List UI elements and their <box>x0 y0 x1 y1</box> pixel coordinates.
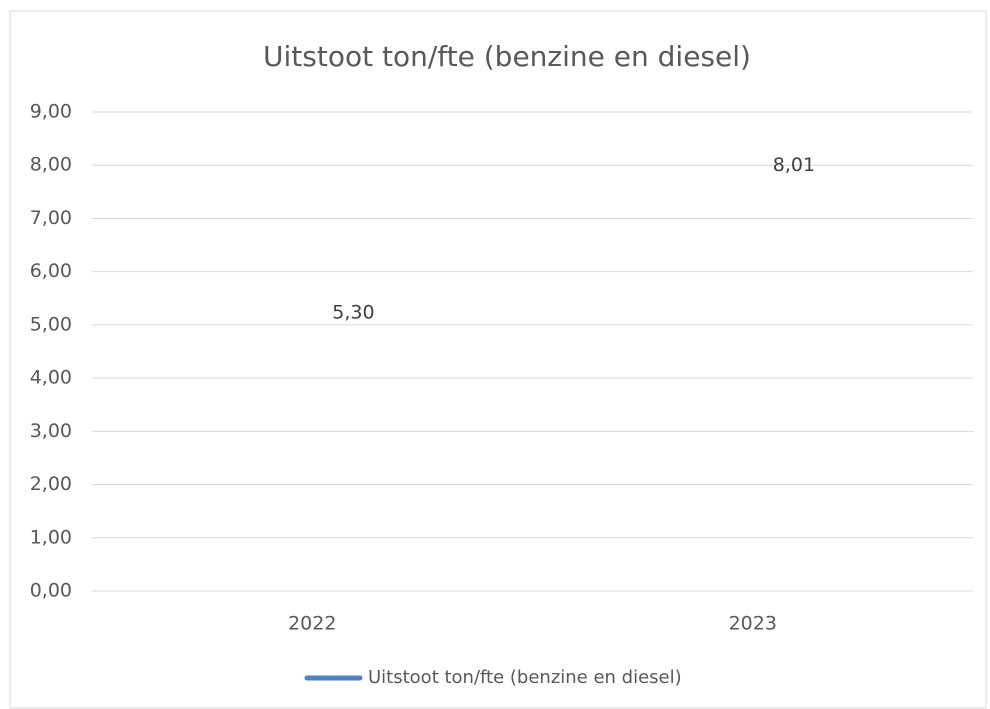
y-tick-label: 4,00 <box>30 367 72 389</box>
data-label: 5,30 <box>332 301 374 323</box>
legend-label: Uitstoot ton/fte (benzine en diesel) <box>368 667 682 688</box>
y-tick-label: 8,00 <box>30 154 72 176</box>
y-tick-label: 3,00 <box>30 420 72 442</box>
y-tick-label: 6,00 <box>30 260 72 282</box>
y-tick-label: 5,00 <box>30 313 72 335</box>
y-tick-label: 2,00 <box>30 473 72 495</box>
y-tick-label: 1,00 <box>30 526 72 548</box>
chart-title: Uitstoot ton/fte (benzine en diesel) <box>263 40 751 73</box>
y-tick-label: 7,00 <box>30 207 72 229</box>
y-tick-label: 0,00 <box>30 580 72 602</box>
chart-frame <box>9 10 987 709</box>
x-tick-label: 2023 <box>729 613 777 635</box>
data-label: 8,01 <box>773 154 815 176</box>
y-tick-label: 9,00 <box>30 101 72 123</box>
x-tick-label: 2022 <box>288 613 336 635</box>
